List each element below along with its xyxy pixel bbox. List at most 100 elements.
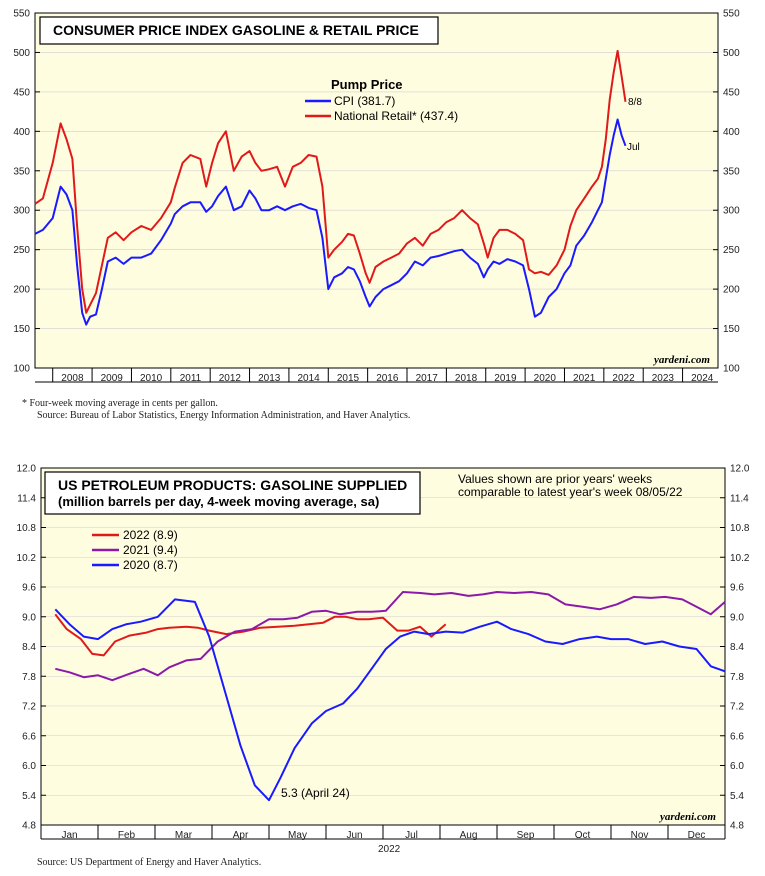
cpi-chart-xlabel-2013: 2013 [258,373,281,384]
cpi-chart-xlabel-2020: 2020 [534,373,557,384]
cpi-chart-xlabel-2017: 2017 [416,373,439,384]
gasoline-chart-ylabel-left-6-6: 6.6 [22,731,36,742]
gasoline-legend-label-2021: 2021 (9.4) [123,543,178,557]
gasoline-chart-note-line2: comparable to latest year's week 08/05/2… [458,485,683,499]
cpi-chart-ylabel-left-150: 150 [13,324,30,335]
gasoline-chart-y-axis-right: 4.8 5.4 6.0 6.6 7.2 7.8 8.4 9.0 9.6 10.2 10.8 11.4 1… [720,464,750,832]
cpi-chart-ylabel-right-250: 250 [723,245,740,256]
cpi-chart-xlabel-2011: 2011 [180,373,202,384]
cpi-chart-footnote: * Four-week moving average in cents per … [22,398,218,409]
gasoline-chart-y-gridlines [41,497,725,796]
gasoline-chart-ylabel-left-8-4: 8.4 [22,642,36,653]
gasoline-legend-label-2020: 2020 (8.7) [123,558,178,572]
cpi-chart-ylabel-right-350: 350 [723,166,740,177]
cpi-chart-xlabel-2022: 2022 [612,373,635,384]
cpi-chart-ylabel-left-300: 300 [13,206,30,217]
cpi-chart-y-axis-left: 100 150 200 250 300 350 400 450 500 550 [13,9,40,375]
cpi-chart-xlabel-2016: 2016 [376,373,399,384]
cpi-chart-ylabel-right-150: 150 [723,324,740,335]
cpi-chart-legend-title: Pump Price [331,77,403,92]
cpi-legend-label-cpi: CPI (381.7) [334,94,395,108]
cpi-chart-ylabel-left-500: 500 [13,48,30,59]
cpi-chart-xlabel-2010: 2010 [140,373,163,384]
gasoline-chart-xlabel-jun: Jun [346,830,362,841]
cpi-chart-ylabel-left-100: 100 [13,364,30,375]
gasoline-chart-ylabel-right-11-4: 11.4 [730,493,749,504]
gasoline-chart-ylabel-left-11-4: 11.4 [17,493,36,504]
cpi-chart-title: CONSUMER PRICE INDEX GASOLINE & RETAIL P… [53,22,419,38]
cpi-chart-ylabel-right-450: 450 [723,87,740,98]
gasoline-chart-ylabel-left-6-0: 6.0 [22,761,36,772]
cpi-chart-y-axis-right: 100 150 200 250 300 350 400 450 500 550 [713,9,740,375]
gasoline-chart-ylabel-left-10-2: 10.2 [17,553,37,564]
cpi-chart-ylabel-left-400: 400 [13,127,30,138]
gasoline-chart-xlabel-sep: Sep [517,830,535,841]
gasoline-chart-ylabel-left-12-0: 12.0 [17,464,37,475]
cpi-chart-ylabel-right-400: 400 [723,127,740,138]
cpi-chart-y-gridlines [35,52,718,329]
cpi-end-label-retail: 8/8 [628,97,642,108]
gasoline-chart-xlabel-nov: Nov [631,830,649,841]
cpi-chart-series [34,49,627,326]
gasoline-chart-title-box [44,471,421,515]
gasoline-chart-ylabel-left-9-6: 9.6 [22,583,36,594]
gasoline-chart-xlabel-mar: Mar [175,830,193,841]
cpi-legend-label-retail: National Retail* (437.4) [334,109,458,123]
gasoline-chart-ylabel-left-10-8: 10.8 [17,523,37,534]
cpi-chart-xlabel-2021: 2021 [573,373,596,384]
gasoline-chart-annotation: 5.3 (April 24) [281,786,350,800]
gasoline-chart-series-2021-9-4 [55,591,726,682]
gasoline-chart-series [54,591,726,802]
cpi-chart-xlabel-2014: 2014 [297,373,320,384]
gasoline-chart-ylabel-right-5-4: 5.4 [730,791,744,802]
gasoline-chart: 4.8 5.4 6.0 6.6 7.2 7.8 8.4 9.0 9.6 10.2 10.8 11.4 1… [17,464,750,842]
gasoline-chart-ylabel-left-4-8: 4.8 [22,821,36,832]
gasoline-chart-ylabel-left-9-0: 9.0 [22,612,36,623]
gasoline-chart-ylabel-left-5-4: 5.4 [22,791,36,802]
gasoline-chart-ylabel-right-6-0: 6.0 [730,761,744,772]
gasoline-chart-series-2020-8-7 [54,598,726,802]
cpi-end-label-cpi: Jul [627,142,640,153]
gasoline-legend-label-2022: 2022 (8.9) [123,528,178,542]
cpi-chart-ylabel-right-550: 550 [723,9,740,20]
cpi-chart-x-axis: 2008 2009 2010 2011 2012 2013 2014 2015 2016 2017… [35,368,718,384]
gasoline-chart-xlabel-feb: Feb [118,830,136,841]
cpi-chart-xlabel-2019: 2019 [494,373,517,384]
gasoline-chart-ylabel-right-10-8: 10.8 [730,523,750,534]
gasoline-chart-y-axis-left: 4.8 5.4 6.0 6.6 7.2 7.8 8.4 9.0 9.6 10.2 10.8 11.4 1… [17,464,46,832]
gasoline-chart-note-line1: Values shown are prior years' weeks [458,472,652,486]
gasoline-chart-brand: yardeni.com [658,811,716,823]
cpi-chart-ylabel-left-200: 200 [13,285,30,296]
cpi-chart-xlabel-2009: 2009 [101,373,124,384]
cpi-chart-series-national-retail-437-4 [34,49,627,314]
gasoline-chart-source: Source: US Department of Energy and Have… [37,857,261,868]
gasoline-chart-ylabel-right-4-8: 4.8 [730,821,744,832]
cpi-chart-xlabel-2018: 2018 [455,373,478,384]
cpi-chart-ylabel-right-300: 300 [723,206,740,217]
gasoline-chart-ylabel-left-7-8: 7.8 [22,672,36,683]
cpi-chart-title-box [39,16,439,45]
gasoline-chart-xlabel-jan: Jan [61,830,77,841]
gasoline-chart-ylabel-left-7-2: 7.2 [22,702,36,713]
gasoline-chart-ylabel-right-10-2: 10.2 [730,553,750,564]
gasoline-chart-xlabel-may: May [288,830,307,841]
gasoline-chart-title: US PETROLEUM PRODUCTS: GASOLINE SUPPLIED [58,477,407,493]
gasoline-chart-ylabel-right-7-2: 7.2 [730,702,744,713]
cpi-chart-brand: yardeni.com [652,354,710,366]
cpi-chart-ylabel-right-500: 500 [723,48,740,59]
gasoline-chart-xlabel-aug: Aug [460,830,478,841]
gasoline-chart-x-axis: Jan Feb Mar Apr May Jun Jul Aug Sep Oct Nov Dec [40,825,726,841]
gasoline-chart-ylabel-right-9-6: 9.6 [730,583,744,594]
gasoline-chart-subtitle: (million barrels per day, 4-week moving … [58,494,379,509]
gasoline-chart-ylabel-right-6-6: 6.6 [730,731,744,742]
cpi-chart-xlabel-2024: 2024 [691,373,714,384]
gasoline-chart-xlabel-oct: Oct [575,830,591,841]
gasoline-chart-ylabel-right-9-0: 9.0 [730,612,744,623]
cpi-chart-ylabel-right-100: 100 [723,364,740,375]
cpi-chart-series-cpi-381-7 [34,118,627,326]
cpi-chart-ylabel-left-250: 250 [13,245,30,256]
gasoline-chart-xlabel-dec: Dec [688,830,706,841]
gasoline-chart-ylabel-right-8-4: 8.4 [730,642,744,653]
cpi-chart-ylabel-right-200: 200 [723,285,740,296]
